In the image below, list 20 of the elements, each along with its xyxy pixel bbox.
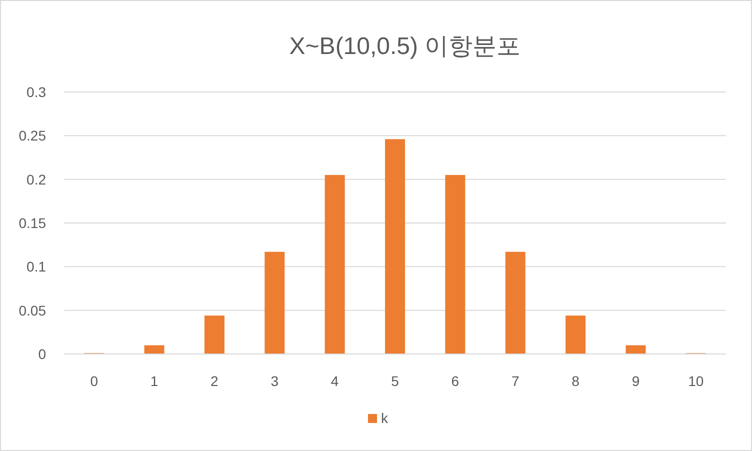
y-tick-label: 0.1 xyxy=(26,258,46,275)
x-tick-label: 10 xyxy=(688,373,704,389)
x-tick-label: 4 xyxy=(330,373,339,389)
y-tick-label: 0.2 xyxy=(26,171,46,188)
legend-label: k xyxy=(381,410,389,426)
x-tick-label: 1 xyxy=(150,373,158,389)
y-tick-label: 0 xyxy=(38,346,46,362)
x-tick-label: 9 xyxy=(632,373,640,389)
y-tick-label: 0.25 xyxy=(18,128,46,144)
y-tick-label: 0.05 xyxy=(18,302,46,318)
x-tick-label: 6 xyxy=(451,373,460,389)
x-tick-label: 8 xyxy=(572,373,580,389)
y-tick-label: 0.3 xyxy=(26,84,46,100)
chart-title: X~B(10,0.5) 이항분포 xyxy=(289,33,521,60)
x-tick-label: 2 xyxy=(210,373,219,389)
x-tick-label: 3 xyxy=(270,373,279,389)
y-tick-label: 0.15 xyxy=(18,215,46,231)
x-tick-label: 5 xyxy=(391,373,400,389)
x-tick-label: 0 xyxy=(90,373,98,389)
x-tick-label: 7 xyxy=(511,373,520,389)
